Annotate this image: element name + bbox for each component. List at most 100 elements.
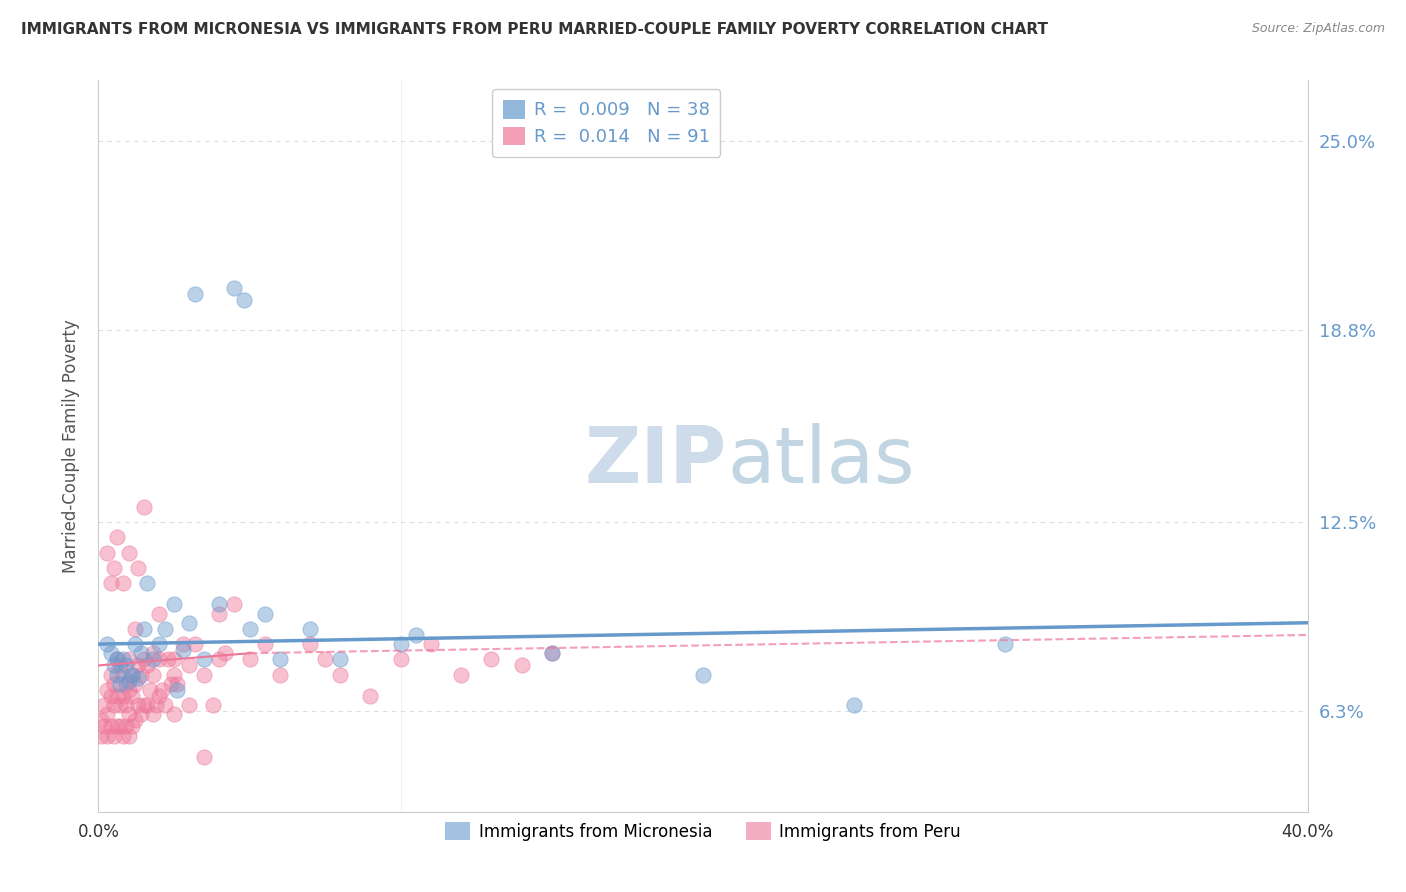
Point: [208, 598, 231, 612]
Point: [132, 500, 155, 514]
Point: [172, 637, 194, 651]
Point: [153, 698, 176, 712]
Point: [160, 676, 183, 690]
Point: [142, 707, 165, 722]
Point: [184, 286, 207, 301]
Point: [111, 689, 134, 703]
Point: [124, 622, 146, 636]
Point: [132, 698, 155, 712]
Point: [314, 652, 336, 666]
Point: [540, 646, 562, 660]
Point: [100, 576, 122, 591]
Point: [239, 652, 262, 666]
Point: [224, 280, 246, 294]
Point: [481, 652, 503, 666]
Point: [103, 561, 125, 575]
Point: [179, 658, 201, 673]
Point: [129, 707, 152, 722]
Point: [124, 637, 146, 651]
Point: [253, 637, 276, 651]
Point: [132, 622, 155, 636]
Point: [163, 598, 186, 612]
Point: [540, 646, 562, 660]
Point: [100, 646, 122, 660]
Point: [232, 293, 254, 307]
Point: [96, 637, 118, 651]
Point: [118, 652, 141, 666]
Point: [105, 719, 128, 733]
Point: [156, 652, 179, 666]
Point: [121, 667, 143, 681]
Point: [163, 652, 186, 666]
Point: [450, 667, 472, 681]
Point: [111, 667, 134, 681]
Point: [129, 667, 152, 681]
Point: [108, 676, 131, 690]
Point: [108, 719, 131, 733]
Point: [93, 698, 115, 712]
Point: [193, 667, 215, 681]
Point: [193, 652, 215, 666]
Point: [118, 707, 141, 722]
Point: [405, 628, 427, 642]
Point: [184, 637, 207, 651]
Point: [166, 682, 188, 697]
Point: [103, 698, 125, 712]
Point: [299, 622, 322, 636]
Point: [118, 546, 141, 560]
Point: [153, 622, 176, 636]
Text: atlas: atlas: [727, 423, 915, 499]
Point: [145, 698, 167, 712]
Point: [108, 658, 131, 673]
Point: [96, 682, 118, 697]
Point: [139, 682, 162, 697]
Point: [269, 652, 291, 666]
Y-axis label: Married-Couple Family Poverty: Married-Couple Family Poverty: [62, 319, 80, 573]
Point: [105, 689, 128, 703]
Point: [127, 561, 149, 575]
Point: [114, 698, 136, 712]
Point: [239, 622, 262, 636]
Point: [329, 652, 352, 666]
Point: [299, 637, 322, 651]
Point: [142, 652, 165, 666]
Point: [93, 719, 115, 733]
Point: [96, 546, 118, 560]
Point: [148, 689, 170, 703]
Point: [100, 689, 122, 703]
Point: [148, 652, 170, 666]
Point: [163, 667, 186, 681]
Point: [692, 667, 714, 681]
Point: [111, 729, 134, 743]
Point: [103, 676, 125, 690]
Legend: Immigrants from Micronesia, Immigrants from Peru: Immigrants from Micronesia, Immigrants f…: [439, 816, 967, 847]
Point: [105, 652, 128, 666]
Point: [142, 646, 165, 660]
Point: [114, 658, 136, 673]
Point: [253, 607, 276, 621]
Point: [111, 576, 134, 591]
Point: [135, 698, 157, 712]
Point: [100, 719, 122, 733]
Point: [202, 698, 225, 712]
Point: [108, 698, 131, 712]
Point: [163, 707, 186, 722]
Text: IMMIGRANTS FROM MICRONESIA VS IMMIGRANTS FROM PERU MARRIED-COUPLE FAMILY POVERTY: IMMIGRANTS FROM MICRONESIA VS IMMIGRANTS…: [21, 22, 1047, 37]
Point: [269, 667, 291, 681]
Point: [129, 646, 152, 660]
Point: [127, 671, 149, 685]
Point: [90, 729, 112, 743]
Point: [132, 652, 155, 666]
Point: [111, 652, 134, 666]
Point: [224, 598, 246, 612]
Point: [118, 729, 141, 743]
Text: Source: ZipAtlas.com: Source: ZipAtlas.com: [1251, 22, 1385, 36]
Point: [124, 714, 146, 728]
Point: [844, 698, 866, 712]
Point: [90, 714, 112, 728]
Point: [100, 667, 122, 681]
Point: [389, 652, 412, 666]
Point: [135, 658, 157, 673]
Point: [96, 729, 118, 743]
Point: [214, 646, 236, 660]
